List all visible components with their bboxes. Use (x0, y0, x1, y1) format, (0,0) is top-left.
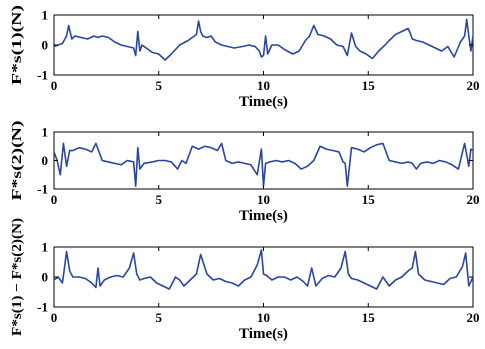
y-tick-label: 0 (42, 153, 49, 168)
y-tick-label: 1 (42, 8, 49, 23)
x-tick-label: 0 (51, 310, 58, 325)
x-axis-label: Time(s) (239, 208, 288, 224)
x-tick-label: 15 (362, 310, 376, 325)
x-tick-label: 10 (257, 192, 270, 207)
series-line-1 (53, 18, 474, 61)
series-line-1 (53, 249, 474, 290)
x-tick-label: 15 (362, 78, 376, 93)
y-tick-label: -1 (37, 300, 48, 315)
x-tick-label: 0 (51, 78, 58, 93)
x-tick-label: 0 (51, 192, 58, 207)
x-tick-label: 5 (156, 310, 163, 325)
x-axis-label: Time(s) (239, 326, 288, 342)
x-tick-label: 20 (467, 78, 480, 93)
x-tick-label: 5 (156, 78, 163, 93)
x-tick-label: 10 (257, 78, 270, 93)
x-tick-label: 20 (467, 310, 480, 325)
y-tick-label: 0 (42, 38, 49, 53)
plot-frame (53, 14, 474, 76)
y-tick-label: 1 (42, 240, 49, 255)
y-tick-label: 0 (42, 270, 49, 285)
x-tick-label: 15 (362, 192, 376, 207)
plot-frame (53, 246, 474, 308)
y-axis-label: F*s(1)(N) (10, 5, 25, 85)
x-axis-label: Time(s) (239, 94, 288, 110)
x-tick-label: 20 (467, 192, 480, 207)
y-axis-label: F*s(1) − F*s(2)(N) (10, 218, 25, 336)
y-axis-label: F*s(2)(N) (10, 120, 25, 200)
x-tick-label: 5 (156, 192, 163, 207)
y-tick-label: -1 (37, 68, 48, 83)
series-line-1 (53, 142, 474, 187)
x-tick-label: 10 (257, 310, 270, 325)
y-tick-label: -1 (37, 182, 48, 197)
y-tick-label: 1 (42, 125, 49, 140)
